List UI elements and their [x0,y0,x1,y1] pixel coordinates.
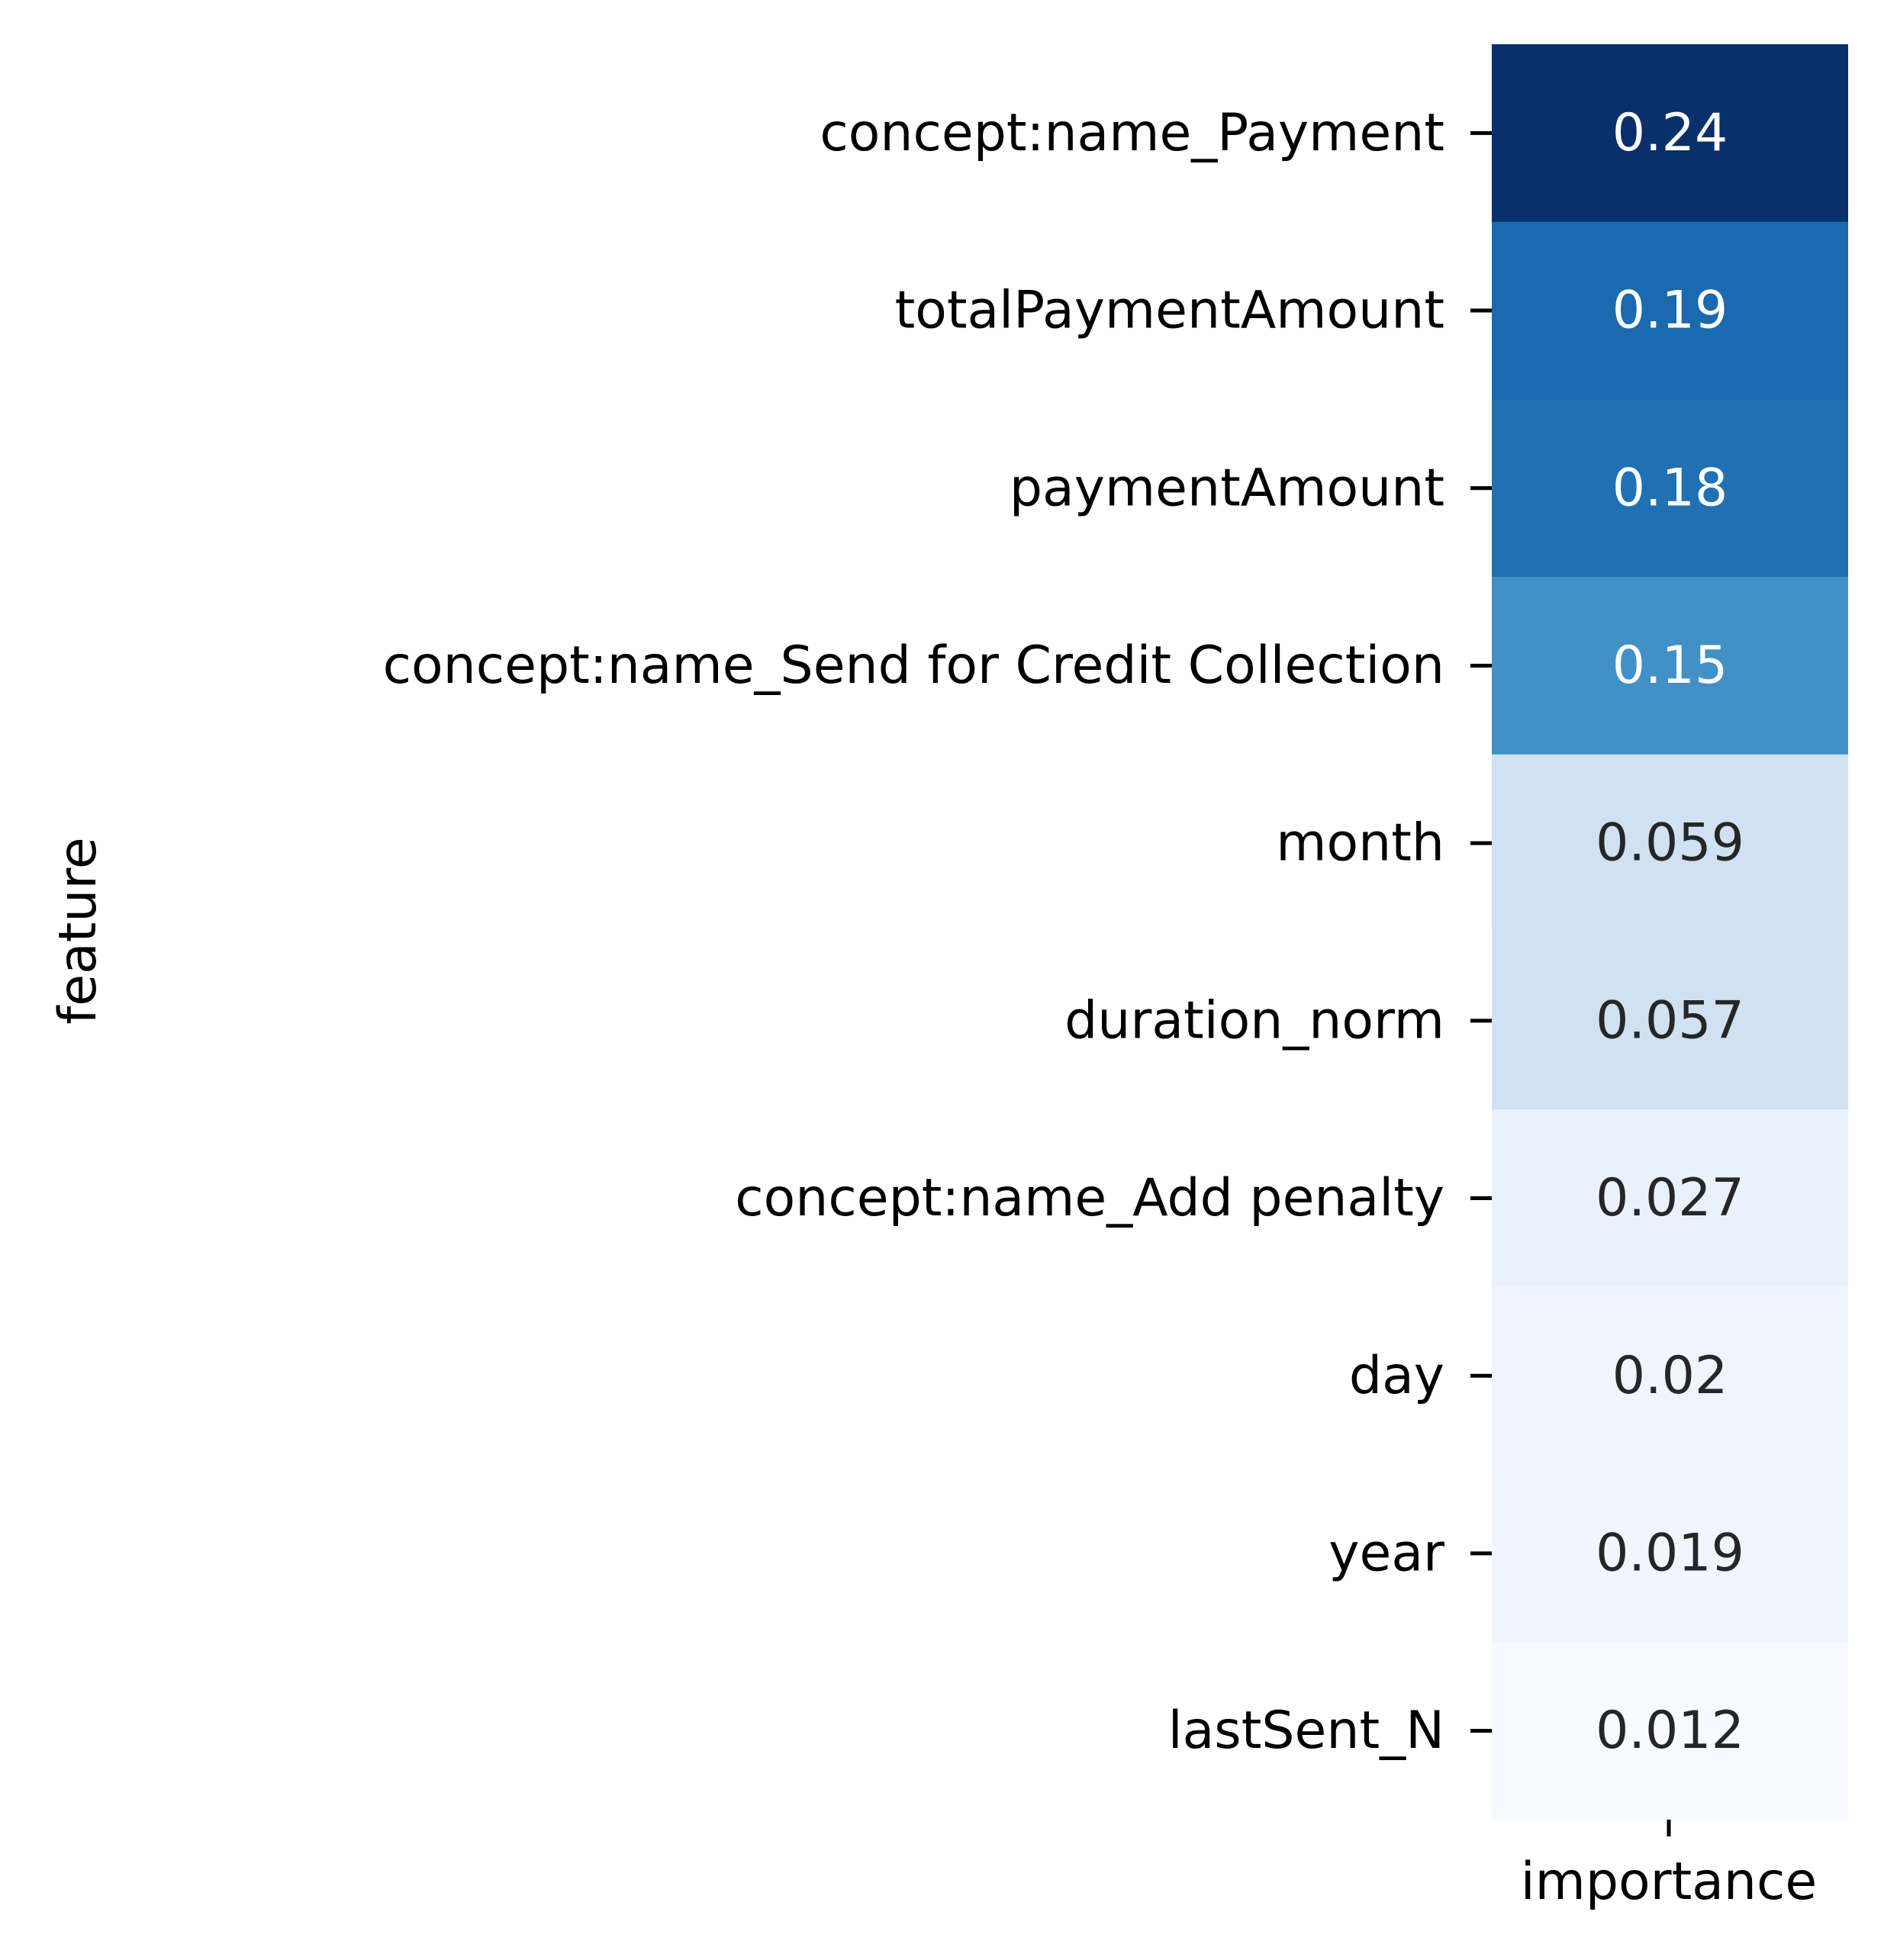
cell-value-label: 0.012 [1596,1701,1744,1761]
heatmap-cell [1492,1109,1848,1288]
heatmap-cell [1492,577,1848,755]
heatmap-cell [1492,44,1848,223]
cell-value-label: 0.019 [1596,1523,1744,1583]
cell-value-label: 0.24 [1612,103,1728,163]
cell-value-labels: 0.24 0.19 0.18 0.15 0.059 0.057 0.027 0.02 0.019… [1596,103,1744,1761]
y-tick-label: month [1276,813,1444,874]
y-axis-ticks [1470,130,1492,1733]
y-tick-label: concept:name_Send for Credit Collection [383,636,1444,696]
cell-value-label: 0.15 [1612,636,1728,696]
heatmap-cell [1492,1464,1848,1643]
cell-value-label: 0.18 [1612,458,1728,518]
y-tick-label: lastSent_N [1168,1701,1444,1761]
heatmap-cell [1492,1642,1848,1820]
heatmap-cell [1492,221,1848,400]
y-axis-label: feature [48,837,108,1025]
y-tick-label: duration_norm [1064,990,1444,1051]
heatmap-cell [1492,1286,1848,1466]
y-tick-label: concept:name_Payment [820,103,1444,163]
heatmap-cells [1492,44,1848,1820]
cell-value-label: 0.059 [1596,813,1744,874]
cell-value-label: 0.027 [1596,1168,1744,1228]
cell-value-label: 0.057 [1596,990,1744,1051]
heatmap-cell [1492,754,1848,932]
y-axis-tick-labels: concept:name_Payment totalPaymentAmount pa… [383,103,1444,1761]
y-tick-label: paymentAmount [1010,458,1444,518]
cell-value-label: 0.02 [1612,1346,1728,1406]
y-tick-label: year [1328,1523,1444,1583]
cell-value-label: 0.19 [1612,281,1728,341]
x-tick-label: importance [1521,1852,1818,1912]
heatmap-cell [1492,399,1848,578]
y-tick-label: day [1349,1346,1444,1406]
heatmap-cell [1492,932,1848,1110]
y-tick-label: concept:name_Add penalty [735,1168,1444,1228]
y-tick-label: totalPaymentAmount [895,281,1444,341]
